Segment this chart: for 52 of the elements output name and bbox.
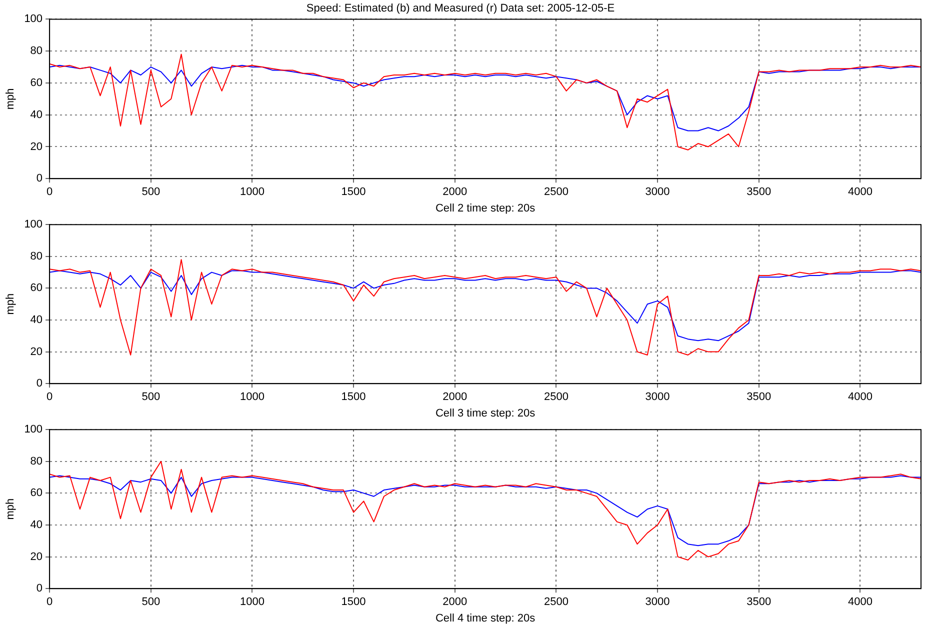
x-tick-label: 500 <box>142 186 160 198</box>
x-tick-label: 1000 <box>240 596 264 608</box>
x-tick-label: 3500 <box>746 186 772 198</box>
y-tick-label: 20 <box>30 550 43 563</box>
x-tick-label: 2500 <box>544 391 568 404</box>
y-tick-label: 40 <box>30 314 43 326</box>
y-tick-label: 80 <box>30 455 43 468</box>
y-tick-label: 80 <box>30 250 43 262</box>
x-tick-label: 500 <box>142 391 160 404</box>
x-tick-label: 0 <box>46 391 53 404</box>
y-tick-label: 60 <box>30 76 43 89</box>
x-tick-label: 4000 <box>848 596 872 608</box>
y-tick-label: 0 <box>36 172 43 185</box>
x-tick-label: 1500 <box>341 186 366 198</box>
y-tick-label: 40 <box>30 519 43 532</box>
x-tick-label: 2500 <box>544 596 568 608</box>
y-tick-label: 20 <box>30 346 43 358</box>
x-tick-label: 2000 <box>442 596 468 608</box>
x-tick-label: 1000 <box>240 186 264 198</box>
y-tick-label: 60 <box>30 282 43 294</box>
x-tick-label: 3000 <box>645 186 670 198</box>
x-tick-label: 2000 <box>442 186 468 198</box>
x-tick-label: 4000 <box>848 186 872 198</box>
x-axis-title: Cell 3 time step: 20s <box>435 407 536 420</box>
x-axis-title: Cell 4 time step: 20s <box>435 612 536 624</box>
x-tick-label: 3500 <box>746 596 772 608</box>
y-tick-label: 0 <box>36 378 43 390</box>
x-tick-label: 1500 <box>341 391 366 404</box>
x-tick-label: 1500 <box>341 596 366 608</box>
y-tick-label: 20 <box>30 140 43 153</box>
y-tick-label: 60 <box>30 487 43 500</box>
y-axis-title: mph <box>4 88 17 110</box>
y-tick-label: 40 <box>30 108 43 121</box>
x-tick-label: 0 <box>46 186 53 198</box>
x-axis-title: Cell 2 time step: 20s <box>435 202 536 214</box>
y-tick-label: 100 <box>24 218 43 231</box>
x-tick-label: 2500 <box>544 186 568 198</box>
x-tick-label: 3000 <box>645 596 670 608</box>
x-tick-label: 4000 <box>848 391 872 404</box>
x-tick-label: 500 <box>142 596 160 608</box>
x-tick-label: 2000 <box>442 391 468 404</box>
y-tick-label: 80 <box>30 45 43 58</box>
y-axis-title: mph <box>4 293 17 315</box>
y-axis-title: mph <box>4 498 17 520</box>
y-tick-label: 0 <box>36 582 43 595</box>
x-tick-label: 0 <box>46 596 53 608</box>
y-tick-label: 100 <box>24 13 43 26</box>
x-tick-label: 3000 <box>645 391 670 404</box>
y-tick-label: 100 <box>24 424 43 436</box>
x-tick-label: 1000 <box>240 391 264 404</box>
chart-title: Speed: Estimated (b) and Measured (r) Data set: 2005-12-05-E <box>306 2 615 15</box>
x-tick-label: 3500 <box>746 391 772 404</box>
